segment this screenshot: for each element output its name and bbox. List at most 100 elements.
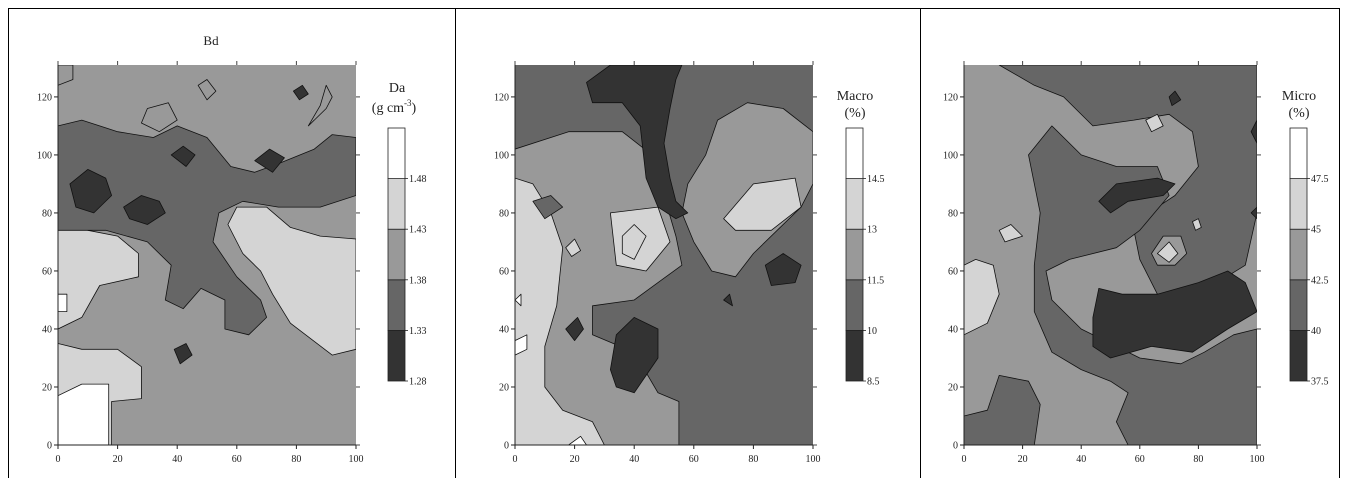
x-tick-label: 80 (1193, 454, 1203, 465)
contour-region (123, 195, 166, 225)
legend-swatch (1289, 178, 1308, 230)
legend-swatch (387, 329, 406, 382)
contour-region (532, 195, 564, 220)
y-tick-label: 120 (37, 92, 52, 103)
legend-tick-label: 13 (867, 225, 877, 236)
contour-region (565, 316, 584, 342)
legend-swatch (1289, 279, 1308, 331)
contour-region (58, 218, 139, 330)
legend-swatch (387, 127, 406, 179)
legend-tick-label: 1.43 (409, 225, 427, 236)
x-tick-label: 20 (1018, 454, 1028, 465)
legend-swatch (387, 279, 406, 331)
legend-swatch (845, 279, 864, 331)
contour-region (565, 238, 581, 257)
legend-tick-label: 40 (1311, 326, 1321, 337)
legend-swatch (845, 228, 864, 281)
contour-region (307, 84, 333, 127)
y-tick-label: 60 (42, 266, 52, 277)
contour-region (681, 102, 813, 278)
contour-region (170, 145, 196, 167)
legend-tick-label: 42.5 (1311, 275, 1329, 286)
legend-swatch (1289, 228, 1308, 281)
legend-title: Da (389, 81, 406, 96)
y-tick-label: 100 (494, 150, 509, 161)
legend-tick-label: 37.5 (1311, 377, 1329, 388)
contour-region (1168, 90, 1182, 106)
contour-region (515, 177, 605, 445)
contour-region (1192, 218, 1202, 231)
x-tick-label: 100 (349, 454, 364, 465)
y-tick-label: 40 (499, 324, 509, 335)
legend-title: Micro (1282, 89, 1316, 104)
x-tick-label: 80 (748, 454, 758, 465)
contour-region (1157, 241, 1179, 263)
legend-unit: (%) (845, 106, 866, 121)
contour-region (1028, 125, 1257, 445)
legend-unit: (g cm-3) (372, 98, 417, 116)
contour-region (998, 224, 1023, 243)
contour-region (621, 224, 647, 260)
contour-region (964, 258, 1000, 336)
legend-swatch (845, 127, 864, 179)
contour-region (140, 102, 178, 133)
x-tick-label: 100 (806, 454, 821, 465)
x-tick-label: 20 (570, 454, 580, 465)
contour-region (568, 435, 587, 445)
legend-title: Macro (837, 89, 874, 104)
legend-swatch (1289, 127, 1308, 179)
x-tick-label: 80 (291, 454, 301, 465)
y-tick-label: 80 (42, 208, 52, 219)
x-tick-label: 60 (232, 454, 242, 465)
contour-region (254, 148, 285, 173)
contour-region (58, 293, 68, 313)
contour-region (998, 65, 1257, 295)
x-tick-label: 20 (113, 454, 123, 465)
y-tick-label: 0 (504, 441, 509, 452)
contour-region (292, 84, 309, 101)
contour-region (723, 177, 802, 231)
x-tick-label: 40 (1076, 454, 1086, 465)
y-tick-label: 20 (499, 382, 509, 393)
y-tick-label: 60 (499, 266, 509, 277)
legend-tick-label: 1.48 (409, 174, 427, 185)
y-tick-label: 100 (37, 150, 52, 161)
contour-region (586, 65, 689, 220)
y-tick-label: 60 (948, 266, 958, 277)
chart-micro: 0 20 40 60 80 100 0 20 40 60 80 100 120 Micro (%) 37.5 4… (943, 61, 1329, 465)
contour-region (58, 119, 356, 336)
contour-regions (58, 65, 356, 445)
legend-tick-label: 14.5 (867, 174, 885, 185)
contour-region (58, 383, 110, 445)
legend-swatch (845, 329, 864, 382)
legend-tick-label: 10 (867, 326, 877, 337)
x-tick-label: 0 (513, 454, 518, 465)
contour-regions (515, 65, 813, 445)
contour-region (964, 374, 1041, 445)
y-tick-label: 80 (948, 208, 958, 219)
legend-unit: (%) (1289, 106, 1310, 121)
x-tick-label: 100 (1250, 454, 1265, 465)
y-tick-label: 120 (943, 92, 958, 103)
y-tick-label: 20 (948, 382, 958, 393)
legend-tick-label: 1.33 (409, 326, 427, 337)
contour-region (1250, 119, 1257, 144)
legend-swatch (387, 228, 406, 281)
y-tick-label: 40 (42, 324, 52, 335)
chart-title: Bd (203, 33, 219, 48)
y-tick-label: 120 (494, 92, 509, 103)
legend-tick-label: 1.28 (409, 377, 427, 388)
contour-region (764, 253, 802, 286)
x-tick-label: 60 (689, 454, 699, 465)
legend-swatch (1289, 329, 1308, 382)
x-tick-label: 40 (172, 454, 182, 465)
x-tick-label: 0 (962, 454, 967, 465)
contour-region (1098, 177, 1176, 214)
legend-swatch (387, 178, 406, 230)
contour-region (723, 293, 733, 307)
contour-region (69, 168, 112, 214)
contour-region (515, 293, 522, 307)
contour-region (173, 343, 193, 365)
